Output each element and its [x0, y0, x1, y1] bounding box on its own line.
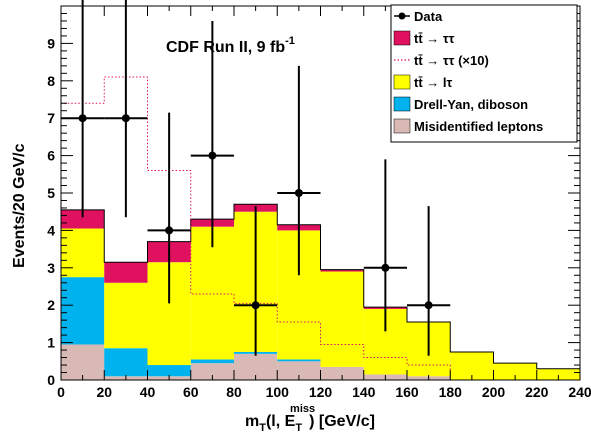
x-tick-label: 80	[226, 384, 242, 400]
legend-label: Data	[414, 9, 443, 24]
data-marker	[121, 114, 130, 123]
bar-misid-0	[61, 344, 105, 380]
data-point-0	[61, 0, 105, 218]
legend-item-data: Data	[394, 9, 443, 24]
bar-drell_yan-0	[61, 277, 105, 345]
bar-ttbar_ltau-3	[190, 226, 234, 360]
legend-swatch	[393, 74, 411, 90]
legend-item-ttbar_tautau: tt̄ → ττ	[393, 30, 455, 46]
x-tick-label: 160	[395, 384, 419, 400]
bar-drell_yan-5	[277, 359, 321, 362]
y-tick-label: 0	[47, 372, 55, 388]
data-point-7	[407, 206, 451, 356]
y-tick-label: 7	[47, 110, 55, 126]
bar-drell_yan-2	[147, 365, 191, 377]
bar-ttbar_tautau-6	[320, 269, 364, 272]
x-tick-label: 180	[439, 384, 463, 400]
x-tick-label: 240	[568, 384, 591, 400]
bar-ttbar_tautau-0	[61, 209, 105, 229]
bar-misid-6	[320, 366, 364, 380]
bar-ttbar_ltau-6	[320, 271, 364, 367]
bar-misid-5	[277, 361, 321, 380]
data-marker	[294, 189, 303, 197]
legend-swatch	[393, 96, 411, 112]
legend-item-ttbar_x10: tt̄ → ττ (×10)	[394, 53, 489, 68]
x-tick-label: 200	[482, 384, 506, 400]
x-axis-title: mT(l, ETmiss) [GeV/c]	[245, 403, 375, 434]
x-tick-label: 100	[266, 384, 290, 400]
legend-box	[390, 4, 578, 143]
y-tick-label: 3	[47, 260, 55, 276]
x-tick-label: 40	[140, 384, 156, 400]
x-tick-label: 20	[96, 384, 112, 400]
bar-ttbar_tautau-1	[104, 262, 148, 283]
y-tick-label: 4	[47, 222, 55, 238]
y-tick-label: 2	[47, 297, 55, 313]
x-tick-label: 120	[309, 384, 333, 400]
bar-misid-3	[190, 363, 234, 380]
legend: Data tt̄ → ττ tt̄ → ττ (×10) tt̄ → lτ Drell-…	[390, 4, 578, 143]
data-marker	[208, 151, 217, 160]
ttbar-x10-overlay	[60, 76, 580, 381]
data-point-4	[234, 206, 278, 356]
bar-ttbar_ltau-10	[493, 363, 537, 380]
bar-ttbar_ltau-11	[536, 368, 580, 380]
data-points	[61, 0, 451, 356]
data-marker	[165, 226, 174, 235]
y-tick-label: 5	[47, 185, 55, 201]
y-tick-label: 8	[47, 73, 55, 89]
data-marker	[251, 301, 260, 310]
data-marker	[424, 301, 433, 310]
x-tick-label: 140	[352, 384, 376, 400]
legend-label: tt̄ → ττ	[414, 31, 455, 46]
data-marker	[381, 263, 390, 272]
bar-drell_yan-3	[190, 359, 234, 364]
data-point-1	[104, 0, 148, 218]
legend-label: Drell-Yan, diboson	[414, 97, 528, 112]
data-point-6	[363, 159, 407, 332]
stacked-bars	[60, 203, 581, 380]
stack-outline	[60, 203, 581, 380]
legend-swatch	[393, 118, 411, 134]
y-axis-title: Events/20 GeV/c	[11, 143, 28, 268]
data-point-5	[277, 65, 321, 276]
data-point-3	[190, 20, 234, 248]
annotation-text: CDF Run II, 9 fb-1	[166, 35, 295, 56]
legend-marker	[398, 12, 406, 20]
y-tick-label: 9	[47, 35, 55, 51]
x-tick-label: 0	[57, 384, 65, 400]
data-marker	[78, 114, 87, 123]
bar-ttbar_ltau-1	[104, 282, 148, 349]
legend-swatch	[393, 30, 411, 46]
y-tick-label: 1	[47, 335, 55, 351]
legend-label: Misidentified leptons	[414, 119, 543, 134]
y-tick-label: 6	[47, 148, 55, 164]
x-tick-label: 60	[183, 384, 199, 400]
legend-item-misid: Misidentified leptons	[393, 118, 543, 134]
bar-drell_yan-1	[104, 348, 148, 377]
legend-label: tt̄ → ττ (×10)	[414, 53, 489, 68]
data-point-2	[147, 112, 191, 304]
legend-label: tt̄ → lτ	[414, 75, 452, 90]
legend-item-ttbar_ltau: tt̄ → lτ	[393, 74, 452, 90]
legend-item-drell_yan: Drell-Yan, diboson	[393, 96, 528, 112]
bar-ttbar_ltau-0	[61, 228, 105, 278]
x-tick-label: 220	[525, 384, 549, 400]
overlay-step-line	[60, 76, 580, 381]
